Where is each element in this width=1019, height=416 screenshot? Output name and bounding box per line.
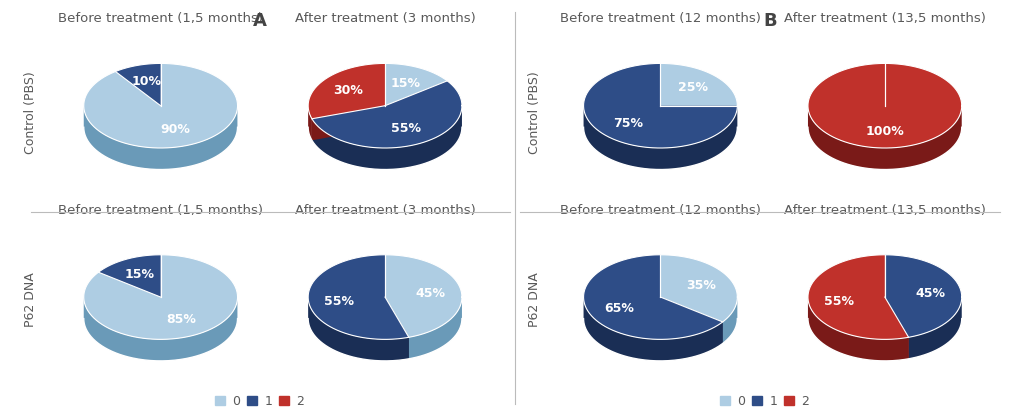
Polygon shape — [583, 255, 721, 339]
Text: 25%: 25% — [678, 81, 707, 94]
Text: 55%: 55% — [823, 295, 854, 307]
Polygon shape — [308, 106, 312, 140]
Text: 55%: 55% — [324, 295, 355, 307]
Text: 10%: 10% — [131, 75, 161, 88]
Text: Control (PBS): Control (PBS) — [528, 71, 540, 154]
Text: 85%: 85% — [166, 313, 197, 326]
Legend:  0,  1,  2: 0, 1, 2 — [714, 390, 814, 413]
Legend:  0,  1,  2: 0, 1, 2 — [210, 390, 310, 413]
Polygon shape — [385, 255, 462, 337]
Title: After treatment (13,5 months): After treatment (13,5 months) — [784, 203, 984, 217]
Polygon shape — [84, 297, 237, 361]
Polygon shape — [385, 297, 409, 359]
Text: 35%: 35% — [686, 279, 715, 292]
Polygon shape — [660, 106, 737, 127]
Title: After treatment (3 months): After treatment (3 months) — [294, 203, 475, 217]
Polygon shape — [84, 63, 237, 148]
Polygon shape — [908, 297, 961, 359]
Title: Before treatment (12 months): Before treatment (12 months) — [559, 203, 760, 217]
Polygon shape — [409, 297, 462, 359]
Text: Control (PBS): Control (PBS) — [24, 71, 37, 154]
Title: Before treatment (1,5 months): Before treatment (1,5 months) — [58, 12, 263, 25]
Polygon shape — [583, 298, 721, 361]
Polygon shape — [99, 255, 161, 297]
Polygon shape — [807, 297, 908, 361]
Polygon shape — [660, 297, 721, 344]
Text: B: B — [762, 12, 776, 30]
Polygon shape — [84, 319, 237, 361]
Polygon shape — [385, 297, 409, 359]
Title: After treatment (13,5 months): After treatment (13,5 months) — [784, 12, 984, 25]
Text: 15%: 15% — [124, 268, 155, 281]
Text: P62 DNA: P62 DNA — [24, 272, 37, 327]
Text: 65%: 65% — [604, 302, 634, 315]
Polygon shape — [660, 255, 737, 322]
Polygon shape — [583, 127, 737, 170]
Polygon shape — [807, 63, 961, 148]
Polygon shape — [115, 63, 161, 106]
Title: After treatment (3 months): After treatment (3 months) — [294, 12, 475, 25]
Polygon shape — [312, 106, 462, 170]
Polygon shape — [308, 127, 462, 170]
Polygon shape — [84, 106, 237, 170]
Polygon shape — [84, 127, 237, 170]
Polygon shape — [308, 63, 385, 119]
Text: 45%: 45% — [415, 287, 445, 300]
Polygon shape — [807, 319, 961, 361]
Text: P62 DNA: P62 DNA — [528, 272, 540, 327]
Polygon shape — [308, 297, 409, 361]
Polygon shape — [884, 297, 908, 359]
Polygon shape — [312, 81, 462, 148]
Title: Before treatment (1,5 months): Before treatment (1,5 months) — [58, 203, 263, 217]
Polygon shape — [721, 297, 737, 344]
Text: 30%: 30% — [332, 84, 363, 97]
Title: Before treatment (12 months): Before treatment (12 months) — [559, 12, 760, 25]
Polygon shape — [312, 106, 385, 140]
Polygon shape — [385, 63, 446, 106]
Polygon shape — [807, 107, 961, 169]
Text: 75%: 75% — [612, 117, 642, 130]
Polygon shape — [807, 255, 908, 339]
Polygon shape — [660, 106, 737, 127]
Polygon shape — [807, 127, 961, 170]
Polygon shape — [84, 255, 237, 339]
Polygon shape — [583, 106, 737, 170]
Text: 90%: 90% — [160, 124, 190, 136]
Polygon shape — [308, 255, 409, 339]
Polygon shape — [308, 319, 462, 361]
Polygon shape — [884, 255, 961, 337]
Text: 55%: 55% — [390, 122, 421, 135]
Text: 100%: 100% — [865, 125, 903, 138]
Polygon shape — [884, 297, 908, 359]
Polygon shape — [583, 63, 737, 148]
Polygon shape — [660, 63, 737, 106]
Text: 15%: 15% — [390, 77, 421, 89]
Polygon shape — [583, 319, 737, 361]
Polygon shape — [660, 297, 721, 344]
Text: A: A — [253, 12, 267, 30]
Text: 45%: 45% — [914, 287, 945, 300]
Polygon shape — [312, 106, 385, 140]
